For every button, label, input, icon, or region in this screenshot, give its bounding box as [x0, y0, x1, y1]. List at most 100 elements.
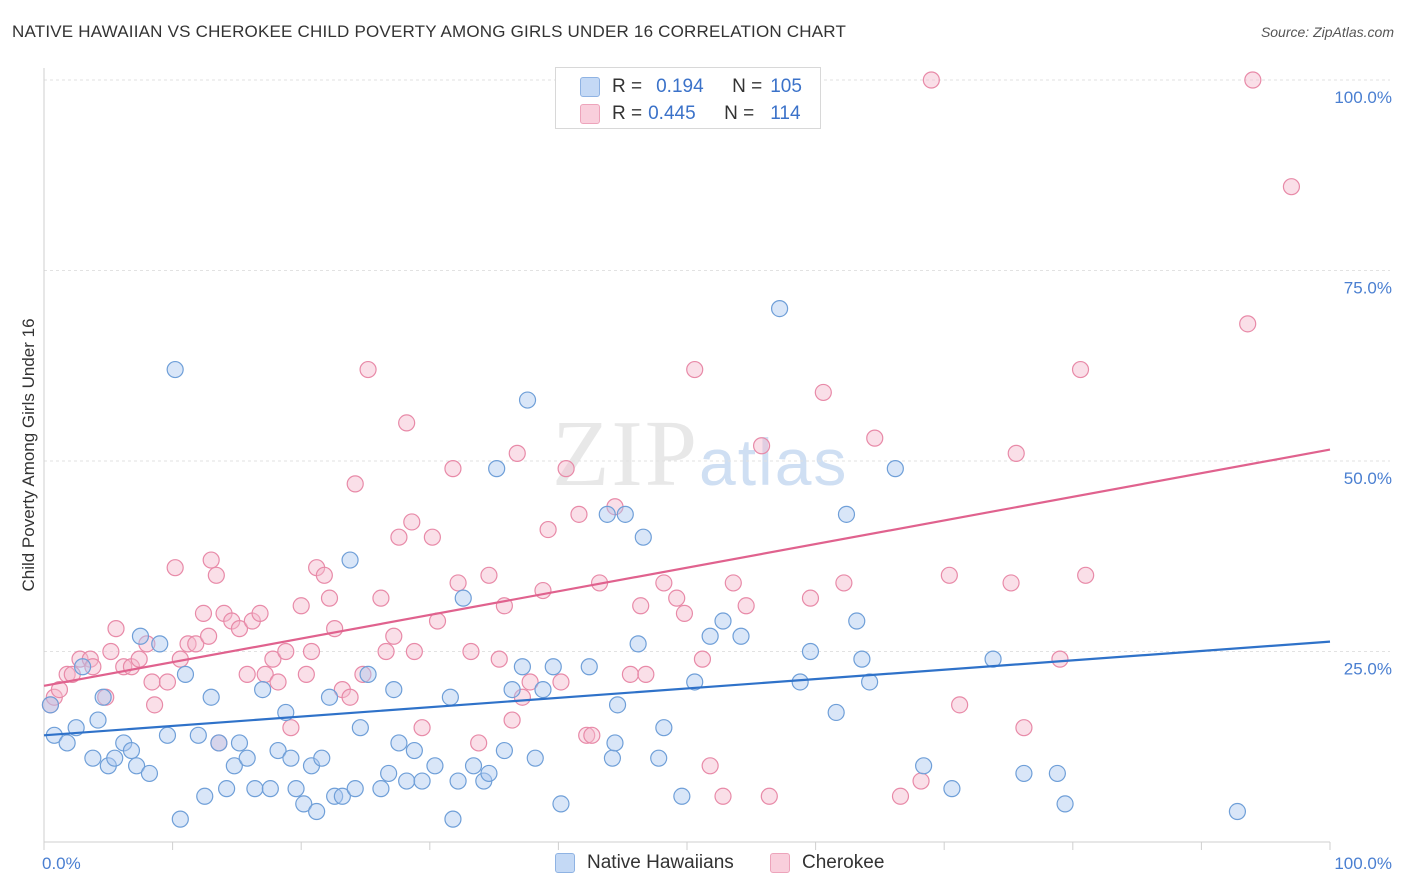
cherokee-point [1239, 315, 1257, 333]
watermark-atlas: atlas [699, 425, 849, 499]
native-hawaiian-point [84, 749, 102, 767]
cherokee-point [693, 650, 712, 668]
cherokee-point [238, 665, 256, 683]
bottom-legend-swatch-pink [770, 853, 790, 873]
cherokee-point [686, 360, 704, 379]
cherokee-point [444, 460, 462, 478]
y-axis-label: Child Poverty Among Girls Under 16 [19, 318, 38, 591]
cherokee-point [724, 574, 742, 592]
cherokee-point [912, 772, 930, 790]
native-hawaiian-point [495, 741, 513, 760]
cherokee-point [264, 650, 282, 668]
legend-n-value: 114 [770, 103, 801, 124]
cherokee-point [1002, 574, 1020, 592]
cherokee-point [158, 673, 177, 691]
cherokee-point [143, 673, 161, 691]
native-hawaiian-point [1015, 764, 1033, 783]
native-hawaiian-point [295, 795, 313, 813]
legend-r-value: 0.445 [648, 103, 696, 124]
native-hawaiian-point [634, 528, 652, 546]
native-hawaiian-point [196, 787, 214, 805]
cherokee-point [814, 383, 832, 402]
native-hawaiian-point [94, 688, 112, 706]
cherokee-point [269, 673, 287, 691]
native-hawaiian-point [320, 688, 339, 706]
cherokee-point [801, 589, 820, 607]
cherokee-point [866, 429, 884, 447]
cherokee-point [413, 719, 431, 737]
native-hawaiian-point [269, 741, 287, 760]
native-hawaiian-point [770, 300, 789, 318]
native-hawaiian-point [915, 757, 933, 775]
native-hawaiian-point [189, 726, 207, 744]
native-hawaiian-point [1048, 764, 1066, 783]
native-hawaiian-point [464, 757, 483, 775]
cherokee-point [570, 505, 588, 523]
native-hawaiian-point [444, 810, 462, 828]
native-hawaiian-point [254, 680, 272, 699]
native-hawaiian-point [629, 635, 647, 653]
grid [44, 79, 1390, 652]
legend-r-value: 0.194 [656, 76, 704, 97]
native-hawaiian-point [673, 787, 691, 805]
native-hawaiian-point [390, 734, 408, 752]
legend-row-native-hawaiians: R = 0.194 N = 105 [580, 73, 802, 101]
native-hawaiian-point [346, 780, 364, 798]
native-hawaiian-point [606, 734, 624, 752]
cherokee-point [377, 642, 395, 661]
cherokee-point [130, 650, 148, 668]
native-hawaiian-point [202, 688, 220, 706]
native-hawaiian-point [655, 719, 673, 737]
native-hawaiian-point [518, 391, 537, 409]
cherokee-point [737, 597, 755, 615]
native-hawaiian-point [405, 741, 423, 760]
cherokee-point [470, 734, 488, 752]
native-hawaiian-point [801, 642, 820, 661]
cherokee-point [251, 604, 269, 623]
cherokee-point [1051, 650, 1069, 668]
native-hawaiian-point [230, 734, 249, 752]
native-hawaiian-point [837, 505, 856, 523]
native-hawaiian-point [122, 741, 141, 760]
bottom-legend-swatch-blue [555, 853, 575, 873]
cherokee-points [41, 71, 1301, 805]
legend-n-value: 105 [770, 76, 802, 97]
native-hawaiian-point [608, 696, 627, 714]
cherokee-point [578, 726, 596, 744]
native-hawaiian-point [853, 650, 871, 668]
cherokee-point [230, 620, 249, 638]
native-hawaiian-point [488, 460, 506, 478]
legend-r-label: R = [612, 103, 643, 124]
native-hawaiian-point [89, 711, 107, 729]
native-hawaiian-point [943, 780, 961, 798]
cherokee-point [940, 566, 958, 584]
native-hawaiian-point [714, 612, 732, 630]
native-hawaiian-point [341, 551, 359, 569]
bottom-legend-label: Cherokee [802, 852, 885, 873]
native-hawaiian-point [308, 802, 326, 821]
cherokee-point [200, 627, 218, 645]
native-hawaiian-point [1228, 802, 1247, 821]
native-hawaiian-point [351, 719, 369, 737]
cherokee-point [315, 566, 333, 584]
chart-title: NATIVE HAWAIIAN VS CHEROKEE CHILD POVERT… [12, 22, 847, 41]
native-hawaiian-point [544, 658, 562, 676]
cherokee-point [403, 513, 421, 531]
native-hawaiian-point [603, 749, 622, 767]
cherokee-point [390, 528, 408, 546]
native-hawaiian-point [359, 665, 377, 683]
cherokee-point [449, 574, 467, 592]
native-hawaiian-point [385, 680, 403, 699]
native-hawaiian-point [827, 703, 845, 722]
native-hawaiian-point [732, 627, 750, 645]
cherokee-point [1244, 71, 1262, 89]
cherokee-trend-line [43, 448, 1331, 687]
cherokee-point [354, 665, 372, 683]
native-hawaiian-point [380, 764, 398, 783]
cherokee-point [552, 673, 570, 691]
y-tick-label: 50.0% [1344, 469, 1392, 488]
legend-row-cherokee: R = 0.445 N = 114 [580, 100, 801, 128]
cherokee-point [145, 696, 164, 714]
cherokee-point [675, 604, 694, 623]
cherokee-point [341, 688, 359, 706]
